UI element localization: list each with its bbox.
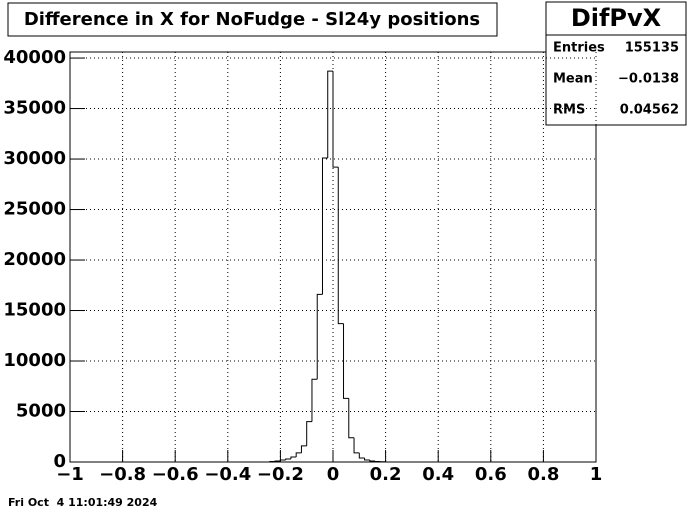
histogram-bin [369,459,376,462]
x-tick-label: −0.2 [257,464,304,485]
x-tick-label: −0.8 [99,464,146,485]
histogram-bin [306,421,312,446]
histogram-bin [343,323,349,399]
y-tick-label: 35000 [3,98,66,119]
y-tick-label: 40000 [3,47,66,68]
histogram-bin [269,460,276,462]
x-tick-label: 0.2 [370,464,402,485]
histogram-bin [337,167,344,325]
y-tick-label: 20000 [3,249,66,270]
stats-title: DifPvX [571,4,662,32]
histogram-bin [374,460,381,462]
histogram-bin [300,445,307,453]
stats-value: 0.04562 [620,103,679,118]
stats-label: Entries [553,41,605,56]
x-tick-label: 0.4 [422,464,454,485]
y-tick-label: 10000 [3,350,66,371]
y-tick-label: 30000 [3,148,66,169]
histogram-bin [290,456,297,459]
histogram-bin [332,71,339,168]
y-tick-label: 5000 [16,401,66,422]
stats-value: 155135 [625,41,679,56]
histogram-bin [311,378,318,422]
histogram-bin [348,398,355,439]
y-tick-label: 25000 [3,199,66,220]
stats-box [545,1,687,126]
histogram-bin [353,437,360,454]
x-tick-label: 0.6 [475,464,507,485]
histogram-bin [364,457,370,461]
x-tick-label: −1 [56,464,84,485]
histogram-bin [327,70,333,159]
stats-label: RMS [553,103,585,118]
title-box [7,2,498,37]
stats-value: −0.0138 [618,72,679,87]
histogram-bin [379,461,387,463]
x-tick-label: 1 [590,464,603,485]
x-tick-label: −0.4 [204,464,251,485]
histogram-bin [285,458,291,460]
x-tick-label: −0.6 [152,464,199,485]
histogram-bin [321,157,328,295]
y-tick-label: 15000 [3,300,66,321]
stats-label: Mean [553,72,593,87]
y-tick-label: 0 [53,451,66,472]
histogram-bin [358,452,365,459]
histogram-bin [274,460,281,462]
histogram-bin [316,293,323,380]
x-tick-label: 0.8 [527,464,559,485]
chart-title: Difference in X for NoFudge - Sl24y posi… [24,9,480,30]
histogram-bin [295,452,302,457]
x-tick-label: 0 [327,464,340,485]
timestamp: Fri Oct 4 11:01:49 2024 [8,496,158,509]
histogram-bin [279,459,286,461]
